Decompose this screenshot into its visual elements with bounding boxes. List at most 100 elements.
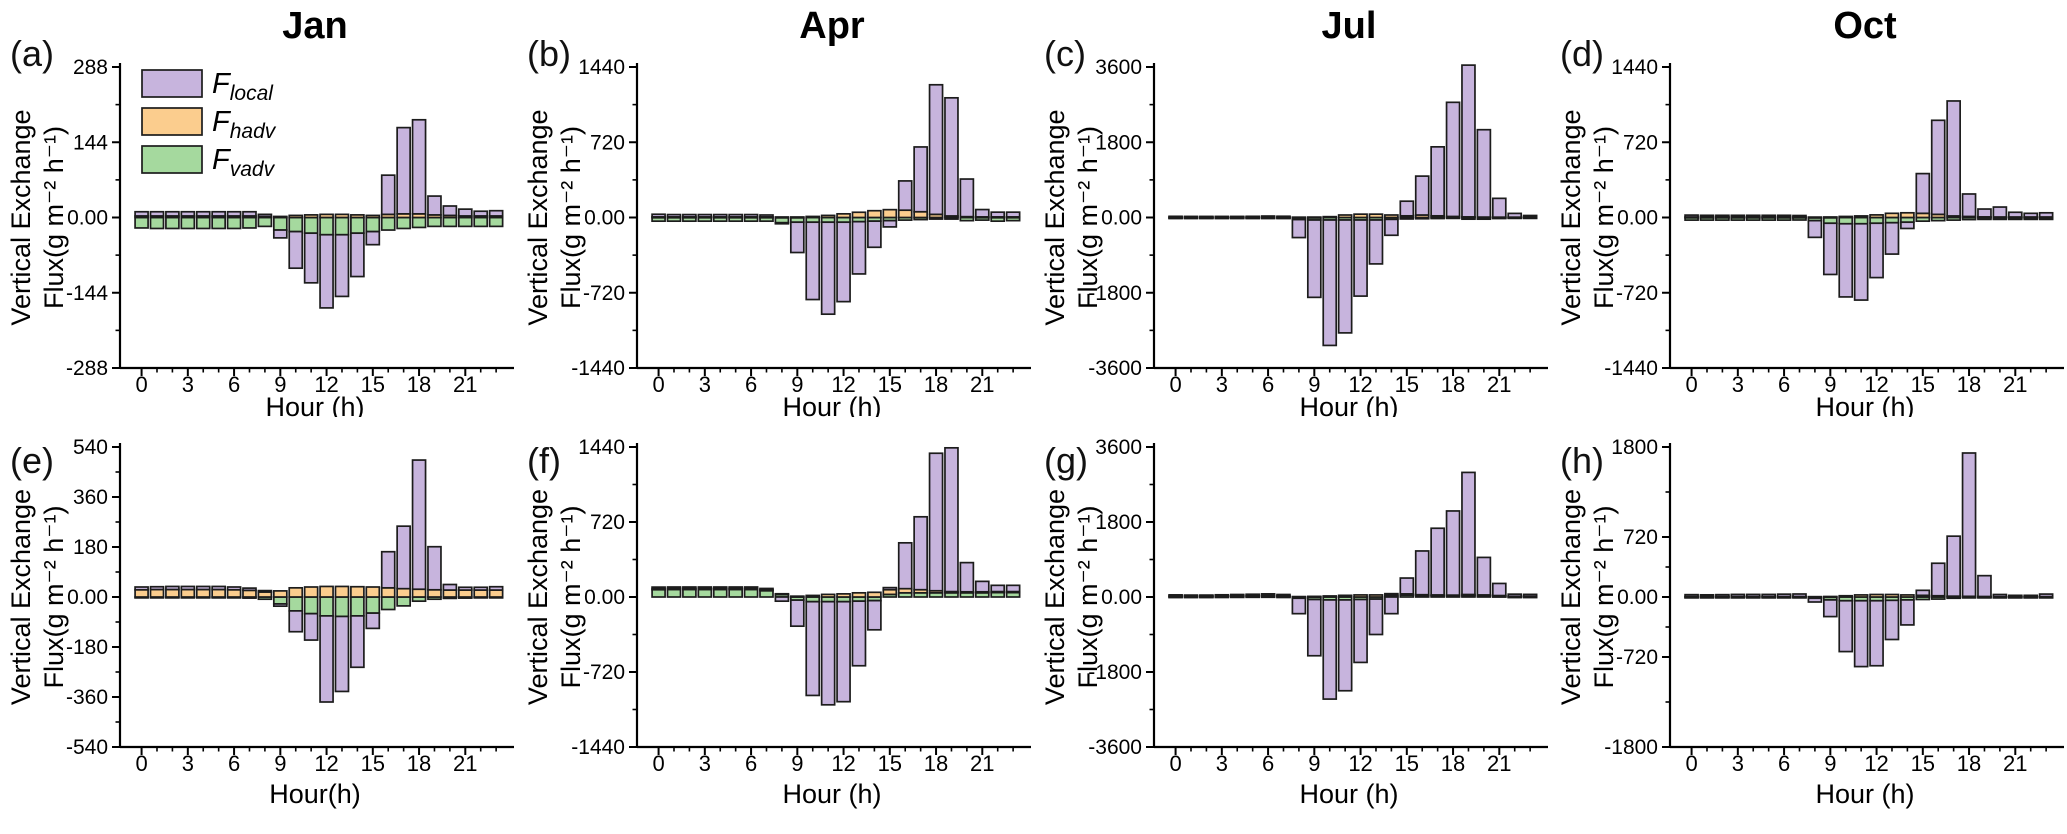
bar-local-h22: [1506, 212, 1522, 219]
panel-d-xtick-0: 0: [1686, 372, 1698, 397]
bar-local-h4: [1229, 593, 1245, 597]
bar-hadv-h15: [882, 208, 897, 219]
bar-local-h22: [990, 211, 1005, 218]
bar-hadv-h11: [1337, 214, 1352, 219]
bar-vadv-h20: [442, 216, 458, 228]
bar-hadv-h19: [427, 588, 442, 598]
bar-local-h17: [1429, 145, 1445, 217]
bar-local-h22: [990, 584, 1005, 593]
bar-local-h0: [1167, 594, 1183, 597]
bar-local-h9: [1823, 599, 1838, 618]
bar-local-h10: [1838, 599, 1854, 653]
bar-local-h1: [666, 213, 682, 218]
bar-local-h2: [1198, 594, 1214, 597]
bar-vadv-h7: [242, 216, 257, 229]
bar-local-h19: [943, 96, 959, 217]
bar-local-h19: [1460, 64, 1476, 218]
bar-local-h7: [1275, 215, 1291, 218]
bar-local-h11: [303, 612, 319, 641]
bar-vadv-h8: [257, 216, 273, 228]
bar-vadv-h1: [149, 216, 165, 230]
panel-h-xtick-6: 6: [1778, 751, 1790, 776]
bar-vadv-h14: [350, 216, 365, 235]
bar-vadv-h11: [1854, 216, 1869, 225]
bar-hadv-h10: [805, 215, 820, 219]
bar-hadv-h14: [1383, 592, 1399, 597]
panel-h-ytick: 1800: [1612, 436, 1659, 459]
bar-hadv-h21: [457, 589, 473, 598]
bar-hadv-h2: [165, 588, 180, 598]
bar-local-h14: [1900, 221, 1915, 230]
bar-local-h8: [774, 221, 790, 225]
panel-e: (e) Vertical Exchange Flux(g m⁻² h⁻¹) 540 36…: [0, 417, 517, 834]
panel-e-ytick: -360: [66, 686, 108, 709]
bar-local-h11: [1337, 219, 1352, 334]
bar-local-h12: [319, 615, 334, 703]
bar-hadv-h5: [211, 588, 227, 598]
bar-local-h18: [1961, 452, 1977, 598]
bar-local-h14: [1383, 218, 1399, 237]
bar-local-h9: [789, 599, 805, 628]
bar-local-h16: [1931, 119, 1946, 216]
bar-hadv-h9: [1306, 595, 1322, 599]
panel-a-ytick: 288: [73, 56, 108, 79]
bar-hadv-h12: [1352, 594, 1368, 598]
panel-f-ylabel-line2: Flux(g m⁻² h⁻¹): [556, 505, 586, 688]
legend-label-hadv: Fhadv: [212, 106, 277, 143]
bar-local-h10: [805, 221, 820, 301]
bar-hadv-h17: [913, 210, 928, 219]
bar-hadv-h6: [226, 588, 242, 598]
panel-h-xlabel: Hour (h): [1816, 779, 1915, 809]
bar-hadv-h10: [1321, 215, 1337, 219]
bar-local-h0: [650, 213, 666, 218]
bar-local-h8: [1291, 597, 1306, 615]
bar-hadv-h13: [1368, 594, 1383, 598]
bar-local-h7: [758, 587, 774, 591]
bar-local-h5: [1761, 214, 1777, 218]
panel-b-xtick-0: 0: [652, 372, 664, 397]
bar-local-h12: [1352, 598, 1368, 664]
bar-local-h5: [211, 585, 227, 591]
bar-local-h0: [134, 210, 149, 217]
bar-vadv-h10: [288, 216, 304, 233]
panel-f-xtick-21: 21: [970, 751, 994, 776]
bar-local-h1: [666, 586, 682, 590]
bar-vadv-h6: [743, 588, 759, 598]
bar-local-h15: [1398, 200, 1414, 217]
bar-local-h13: [1368, 219, 1383, 265]
bar-local-h17: [396, 126, 411, 215]
bar-local-h5: [728, 213, 743, 218]
panel-g-ytick: -3600: [1088, 736, 1142, 759]
bar-local-h10: [1838, 222, 1854, 298]
bar-local-h20: [442, 205, 458, 217]
bar-local-h4: [195, 585, 211, 591]
panel-c-xlabel: Hour (h): [1299, 392, 1398, 417]
bar-hadv-h9: [272, 215, 288, 219]
bar-hadv-h14: [1900, 211, 1915, 219]
panel-d-xtick-18: 18: [1957, 372, 1981, 397]
bar-hadv-h18: [411, 588, 427, 598]
bar-local-h14: [350, 232, 365, 278]
bar-hadv-h13: [1884, 593, 1900, 598]
bar-local-h5: [1761, 593, 1777, 598]
bar-local-h21: [974, 580, 990, 593]
bar-vadv-h16: [380, 596, 396, 611]
panel-g-letter: (g): [1044, 440, 1088, 481]
panel-h-ytick: -1800: [1605, 736, 1659, 759]
bar-local-h22: [473, 210, 489, 217]
bar-local-h23: [1005, 211, 1021, 218]
bar-hadv-h8: [774, 216, 790, 219]
bar-local-h14: [1900, 599, 1915, 626]
bar-vadv-h19: [427, 216, 442, 228]
panel-a-letter: (a): [10, 33, 54, 74]
legend-swatch-vadv: [141, 145, 203, 174]
bar-local-h23: [1522, 214, 1537, 219]
bar-local-h17: [1946, 535, 1962, 598]
panel-c-xtick-15: 15: [1394, 372, 1418, 397]
bar-hadv-h11: [1854, 215, 1869, 219]
bar-local-h11: [820, 221, 836, 316]
bar-hadv-h12: [1869, 593, 1885, 598]
panel-b: Apr (b) Vertical Exchange Flux(g m⁻² h⁻¹) 14…: [517, 0, 1034, 422]
panel-h-xtick-3: 3: [1732, 751, 1744, 776]
bar-local-h7: [1275, 593, 1291, 597]
